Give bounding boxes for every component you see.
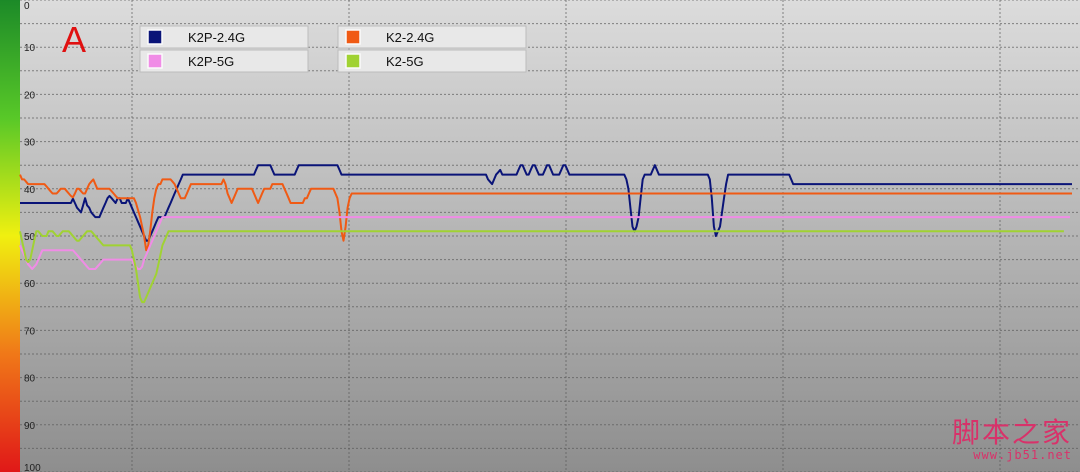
y-tick-label: 50 bbox=[24, 232, 36, 243]
legend-item-box bbox=[337, 25, 527, 49]
y-tick-label: 70 bbox=[24, 326, 36, 337]
y-tick-label: 10 bbox=[24, 43, 36, 54]
y-tick-label: 80 bbox=[24, 374, 36, 385]
series-line-2 bbox=[19, 174, 1072, 252]
legend-swatch bbox=[147, 29, 163, 45]
signal-scale-bar bbox=[0, 0, 20, 472]
legend-swatch bbox=[345, 53, 361, 69]
y-tick-label: 30 bbox=[24, 138, 36, 149]
legend-swatch bbox=[345, 29, 361, 45]
series-line-4 bbox=[19, 230, 1064, 304]
panel-label: A bbox=[62, 19, 86, 60]
legend-item-3: K2P-5G bbox=[139, 49, 309, 73]
legend-label: K2P-5G bbox=[188, 54, 234, 69]
y-tick-label: 40 bbox=[24, 185, 36, 196]
watermark-url: www.jb51.net bbox=[973, 448, 1072, 462]
legend: K2P-2.4G K2-2.4G K2P-5G K2-5G bbox=[139, 25, 527, 73]
legend-label: K2-2.4G bbox=[386, 30, 434, 45]
legend-item-1: K2P-2.4G bbox=[139, 25, 309, 49]
y-axis-ticks: 0 10 20 30 40 50 60 70 80 90 100 bbox=[24, 1, 41, 472]
series-line-1 bbox=[20, 164, 1072, 242]
watermark: 脚本之家 www.jb51.net bbox=[951, 416, 1072, 463]
legend-swatch bbox=[147, 53, 163, 69]
legend-item-4: K2-5G bbox=[337, 49, 527, 73]
series-lines bbox=[19, 164, 1072, 304]
legend-item-box bbox=[139, 49, 309, 73]
legend-item-2: K2-2.4G bbox=[337, 25, 527, 49]
grid-lines bbox=[20, 0, 1080, 472]
watermark-text: 脚本之家 bbox=[951, 416, 1072, 449]
y-tick-label: 100 bbox=[24, 463, 41, 472]
legend-label: K2-5G bbox=[386, 54, 424, 69]
y-tick-label: 90 bbox=[24, 421, 36, 432]
legend-item-box bbox=[139, 25, 309, 49]
series-line-3 bbox=[19, 216, 1070, 270]
y-tick-label: 60 bbox=[24, 279, 36, 290]
y-tick-label: 0 bbox=[24, 1, 30, 12]
legend-label: K2P-2.4G bbox=[188, 30, 245, 45]
legend-item-box bbox=[337, 49, 527, 73]
y-tick-label: 20 bbox=[24, 90, 36, 101]
